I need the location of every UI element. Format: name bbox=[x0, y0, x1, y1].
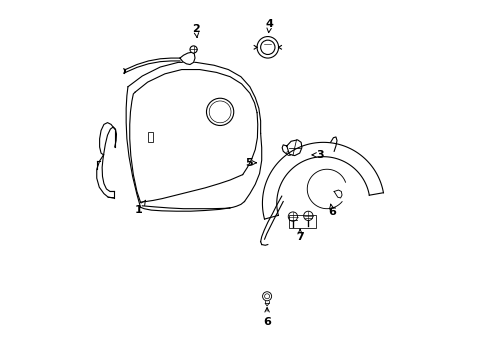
Circle shape bbox=[190, 46, 197, 53]
Circle shape bbox=[303, 211, 312, 221]
Text: 6: 6 bbox=[328, 204, 336, 217]
Text: 4: 4 bbox=[265, 19, 273, 33]
Text: 5: 5 bbox=[245, 158, 256, 168]
Polygon shape bbox=[333, 190, 341, 198]
Circle shape bbox=[262, 292, 271, 301]
Circle shape bbox=[286, 150, 291, 156]
Polygon shape bbox=[180, 52, 195, 64]
Circle shape bbox=[257, 37, 278, 58]
Bar bbox=[289, 215, 316, 228]
Circle shape bbox=[287, 212, 297, 221]
Polygon shape bbox=[286, 140, 301, 156]
Text: 6: 6 bbox=[263, 307, 270, 327]
Bar bbox=[148, 132, 152, 142]
Text: 2: 2 bbox=[192, 24, 200, 37]
Text: 1: 1 bbox=[135, 200, 145, 216]
Text: 7: 7 bbox=[296, 229, 304, 242]
Text: 3: 3 bbox=[311, 150, 323, 160]
